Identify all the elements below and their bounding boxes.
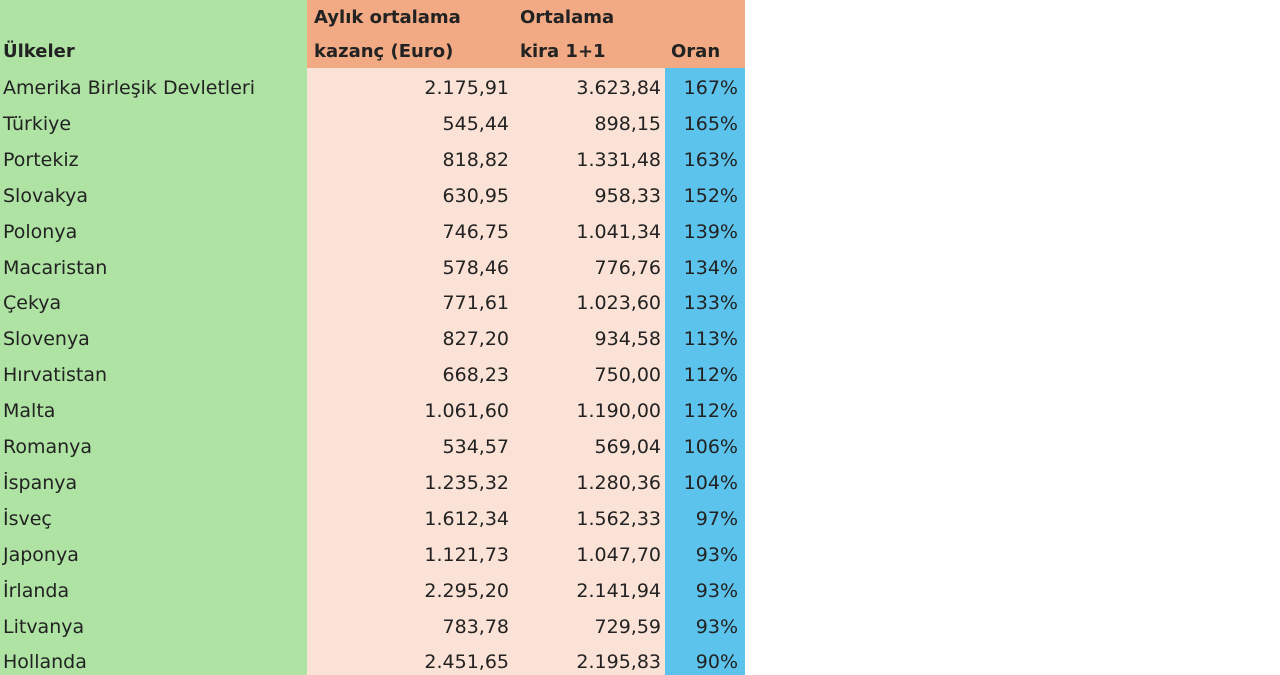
ratio-cell: 113% xyxy=(683,328,738,351)
value-cell: 2.175,91 xyxy=(424,77,509,99)
country-name: İsveç xyxy=(3,507,52,530)
value-cell: 2.141,94 xyxy=(576,579,661,602)
value-cell: 934,58 xyxy=(594,328,661,351)
value-cell: 1.235,32 xyxy=(424,471,509,494)
ratio-cell: 134% xyxy=(683,256,738,279)
value-cell: 1.047,70 xyxy=(576,543,661,566)
ratio-column xyxy=(665,0,745,675)
value-cell: 1.331,48 xyxy=(576,148,661,171)
country-name: Slovakya xyxy=(3,184,89,207)
country-name: Çekya xyxy=(3,292,62,315)
country-name: İspanya xyxy=(3,471,78,494)
value-cell: 783,78 xyxy=(442,615,509,638)
value-columns xyxy=(307,0,665,675)
country-column xyxy=(0,0,307,675)
header-cell: kazanç (Euro) xyxy=(314,41,454,62)
value-cell: 2.451,65 xyxy=(424,651,509,674)
value-cell: 750,00 xyxy=(594,364,661,387)
header-cell: Oran xyxy=(671,41,721,62)
ratio-cell: 167% xyxy=(683,77,738,99)
spreadsheet-table: Ülkeler Aylık ortalama kazanç (Euro) Ortala… xyxy=(0,0,745,675)
value-cell: 827,20 xyxy=(442,328,509,351)
country-name: Portekiz xyxy=(3,148,79,171)
ratio-cell: 112% xyxy=(683,400,738,423)
ratio-cell: 93% xyxy=(695,615,738,638)
ratio-cell: 97% xyxy=(695,507,738,530)
country-name: Hollanda xyxy=(3,651,87,674)
value-cell: 1.562,33 xyxy=(576,507,661,530)
value-cell: 746,75 xyxy=(442,220,509,243)
country-name: Türkiye xyxy=(3,112,72,135)
ratio-cell: 139% xyxy=(683,220,738,243)
header-cell: kira 1+1 xyxy=(520,41,606,62)
value-cell: 776,76 xyxy=(594,256,661,279)
value-cell: 2.195,83 xyxy=(576,651,661,674)
header-cell: Ortalama xyxy=(520,7,615,28)
value-cell: 1.190,00 xyxy=(576,400,661,423)
value-cell: 569,04 xyxy=(594,436,661,458)
value-cell: 534,57 xyxy=(442,436,509,458)
value-cell: 1.612,34 xyxy=(424,507,509,530)
country-name: Macaristan xyxy=(3,256,108,279)
value-cell: 1.121,73 xyxy=(424,543,509,566)
value-cell: 818,82 xyxy=(442,148,509,171)
ratio-cell: 133% xyxy=(683,292,738,315)
country-name: Amerika Birleşik Devletleri xyxy=(3,77,255,99)
value-cell: 578,46 xyxy=(442,256,509,279)
value-cell: 771,61 xyxy=(442,292,509,315)
ratio-cell: 112% xyxy=(683,364,738,387)
header-cell: Aylık ortalama xyxy=(314,7,461,28)
header-band xyxy=(307,0,745,68)
value-cell: 3.623,84 xyxy=(576,77,661,99)
value-cell: 1.280,36 xyxy=(576,471,661,494)
ratio-cell: 93% xyxy=(695,543,738,566)
ratio-cell: 90% xyxy=(695,651,738,674)
value-cell: 545,44 xyxy=(442,112,509,135)
value-cell: 1.041,34 xyxy=(576,220,661,243)
value-cell: 898,15 xyxy=(594,112,661,135)
country-name: Malta xyxy=(3,400,56,423)
value-cell: 1.023,60 xyxy=(576,292,661,315)
value-cell: 668,23 xyxy=(442,364,509,387)
ratio-cell: 106% xyxy=(683,436,738,458)
country-name: Japonya xyxy=(3,543,79,566)
country-name: Romanya xyxy=(3,436,93,458)
ratio-cell: 165% xyxy=(683,112,738,135)
value-cell: 958,33 xyxy=(594,184,661,207)
header-cell: Ülkeler xyxy=(3,41,75,62)
country-name: Litvanya xyxy=(3,615,85,638)
ratio-cell: 93% xyxy=(695,579,738,602)
value-cell: 2.295,20 xyxy=(424,579,509,602)
value-cell: 729,59 xyxy=(594,615,661,638)
country-name: İrlanda xyxy=(3,579,70,602)
ratio-cell: 152% xyxy=(683,184,738,207)
country-name: Polonya xyxy=(3,220,78,243)
country-name: Slovenya xyxy=(3,328,90,351)
ratio-cell: 104% xyxy=(683,471,738,494)
country-name: Hırvatistan xyxy=(3,364,108,387)
value-cell: 630,95 xyxy=(442,184,509,207)
ratio-cell: 163% xyxy=(683,148,738,171)
value-cell: 1.061,60 xyxy=(424,400,509,423)
